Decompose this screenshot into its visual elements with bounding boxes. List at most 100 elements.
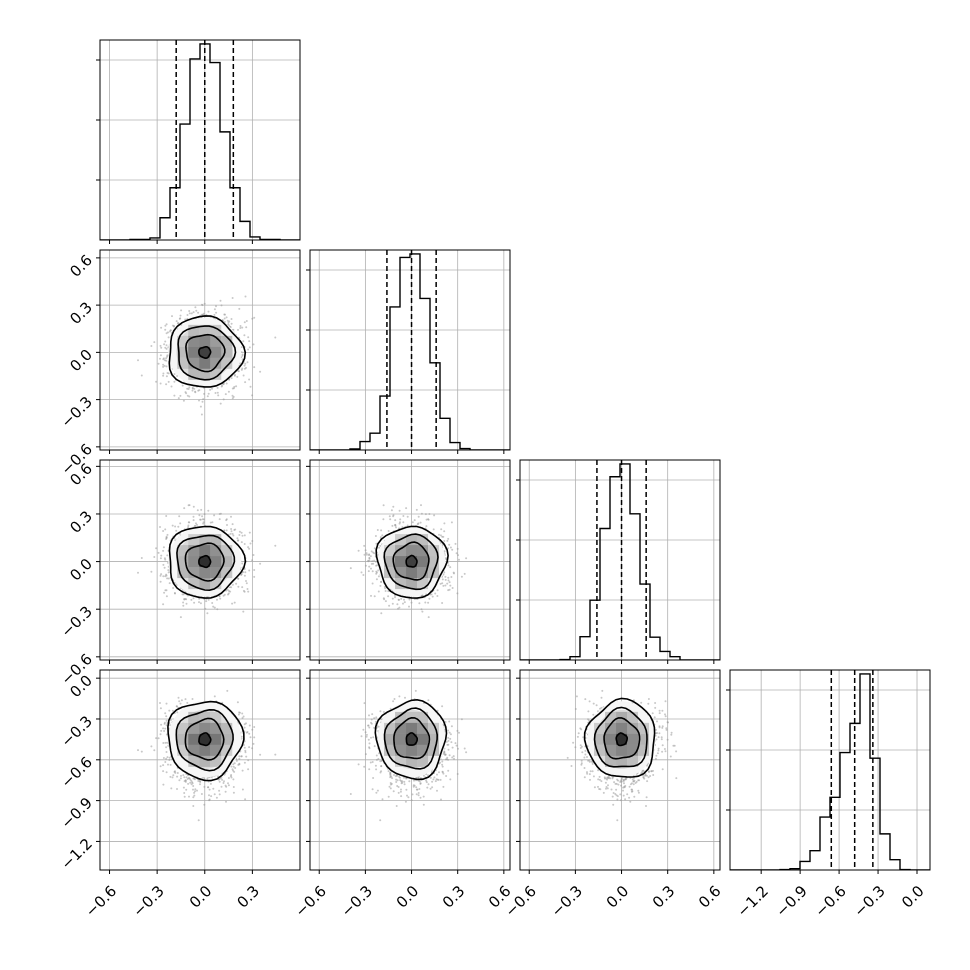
data-point — [201, 400, 204, 403]
data-point — [252, 554, 255, 556]
data-point — [200, 313, 203, 316]
data-point — [368, 565, 371, 568]
data-point — [245, 580, 247, 582]
data-point — [164, 324, 167, 327]
data-point — [188, 310, 191, 312]
data-point — [392, 505, 395, 508]
data-point — [179, 314, 182, 317]
data-point — [188, 386, 191, 389]
data-point — [228, 320, 231, 323]
data-point — [197, 311, 200, 314]
data-point — [165, 365, 168, 368]
data-point — [194, 390, 197, 393]
data-point — [162, 603, 165, 606]
density-block — [210, 545, 222, 557]
data-point — [237, 370, 240, 373]
data-point — [192, 311, 195, 314]
data-point — [244, 571, 247, 574]
data-point — [240, 531, 243, 534]
data-point — [162, 374, 165, 377]
data-point — [223, 317, 226, 320]
data-point — [187, 524, 190, 527]
data-point — [179, 616, 182, 619]
data-point — [249, 542, 252, 545]
data-point — [238, 530, 241, 533]
data-point — [188, 395, 191, 398]
data-point — [373, 559, 376, 562]
data-point — [245, 366, 247, 369]
data-point — [243, 364, 246, 367]
data-point — [421, 610, 424, 613]
data-point — [441, 544, 444, 546]
data-point — [360, 571, 363, 574]
data-point — [225, 529, 228, 532]
data-point — [382, 597, 385, 600]
data-point — [172, 587, 175, 589]
data-point — [220, 304, 223, 307]
data-point — [173, 380, 176, 383]
data-point — [244, 381, 247, 384]
data-point — [170, 385, 173, 388]
data-point — [458, 558, 460, 561]
data-point — [226, 524, 228, 526]
data-point — [430, 593, 433, 596]
data-point — [251, 317, 254, 320]
density-block — [199, 335, 211, 347]
data-point — [446, 582, 449, 585]
data-point — [159, 357, 161, 360]
data-point — [204, 607, 207, 610]
hist-panel-3 — [516, 459, 721, 664]
data-point — [190, 598, 193, 601]
data-point — [259, 370, 262, 373]
data-point — [153, 341, 156, 344]
data-point — [251, 540, 254, 542]
data-point — [241, 367, 244, 370]
contour-line — [177, 325, 237, 381]
data-point — [460, 575, 463, 578]
data-point — [165, 589, 168, 592]
data-point — [400, 597, 403, 600]
data-point — [222, 398, 225, 401]
data-point — [167, 577, 170, 580]
density-block — [177, 346, 189, 358]
data-point — [223, 593, 226, 596]
data-point — [408, 598, 411, 601]
hist-frame — [99, 39, 301, 241]
data-point — [440, 528, 443, 531]
data-point — [223, 320, 226, 323]
data-point — [157, 551, 160, 554]
scatter-panel-2-1 — [96, 249, 301, 454]
data-point — [219, 597, 222, 600]
data-point — [274, 336, 277, 339]
data-point — [428, 513, 431, 515]
data-point — [436, 595, 439, 597]
data-point — [398, 598, 400, 601]
density-contours — [168, 315, 247, 388]
data-point — [165, 538, 168, 540]
data-point — [247, 590, 250, 593]
data-point — [186, 394, 189, 397]
density-block — [210, 368, 222, 380]
data-point — [434, 592, 437, 595]
hist-frame — [309, 249, 511, 451]
data-point — [253, 316, 256, 319]
data-point — [241, 353, 244, 356]
data-point — [243, 321, 246, 324]
data-point — [401, 526, 404, 529]
data-point — [201, 518, 204, 521]
data-point — [238, 307, 241, 310]
data-point — [159, 354, 162, 357]
data-point — [219, 299, 222, 302]
data-point — [230, 322, 233, 325]
data-point — [195, 309, 198, 312]
data-point — [223, 529, 226, 532]
density-block — [199, 534, 211, 546]
data-point — [247, 336, 250, 339]
density-block — [221, 335, 233, 347]
data-point — [163, 591, 166, 594]
density-block — [210, 324, 222, 336]
data-point — [465, 557, 468, 560]
data-point — [187, 504, 190, 507]
data-point — [150, 570, 153, 573]
data-point — [427, 601, 430, 604]
